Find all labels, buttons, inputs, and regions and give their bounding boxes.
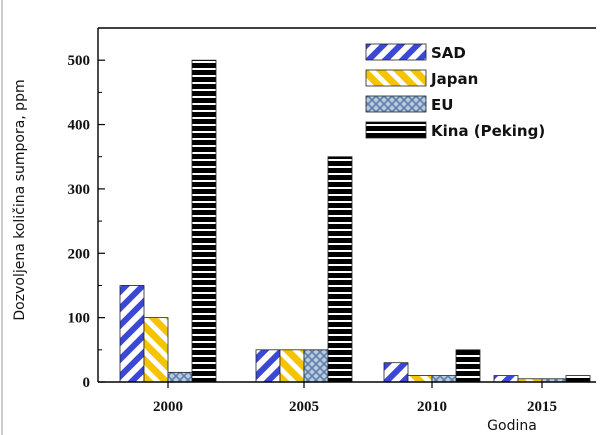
bars-layer [119,59,591,383]
y-tick-label: 400 [68,118,91,134]
y-tick-label: 500 [68,53,91,69]
bar-eu-2000 [167,371,193,383]
legend: SAD Japan EU Kina (Peking) [365,43,545,140]
bar-kina-peking-2005 [327,156,353,383]
x-tick-label: 2005 [289,399,319,415]
legend-swatch-eu [365,95,427,113]
legend-swatch-sad [365,43,427,61]
legend-swatch-japan [365,69,427,87]
bar-japan-2005 [279,349,305,383]
legend-swatch-kina-peking [365,121,427,139]
bar-kina-peking-2010 [455,349,481,383]
bar-kina-peking-2015 [565,375,591,383]
y-ticks-layer: 0 100 200 300 400 500 [68,53,105,391]
legend-label: Kina (Peking) [431,122,545,140]
legend-label: EU [431,96,453,114]
bar-sad-2015 [493,375,519,383]
x-ticks-layer: 2000 2005 2010 2015 [153,382,557,415]
bar-kina-peking-2000 [191,59,217,383]
x-tick-label: 2015 [527,399,557,415]
x-axis-title: Godina [487,418,537,434]
bar-japan-2010 [407,375,433,383]
y-tick-label: 300 [68,182,91,198]
bar-eu-2005 [303,349,329,383]
y-tick-label: 0 [83,375,91,391]
legend-label: Japan [430,70,478,88]
bar-sad-2000 [119,285,145,383]
bar-japan-2000 [143,317,169,383]
x-tick-label: 2000 [153,399,183,415]
bar-sad-2010 [383,362,409,383]
x-tick-label: 2010 [417,399,447,415]
bar-eu-2010 [431,375,457,383]
bar-sad-2005 [255,349,281,383]
y-tick-label: 200 [68,246,91,262]
y-axis-title: Dozvoljena količina sumpora, ppm [12,79,28,320]
legend-label: SAD [431,44,466,62]
y-tick-label: 100 [68,311,91,327]
